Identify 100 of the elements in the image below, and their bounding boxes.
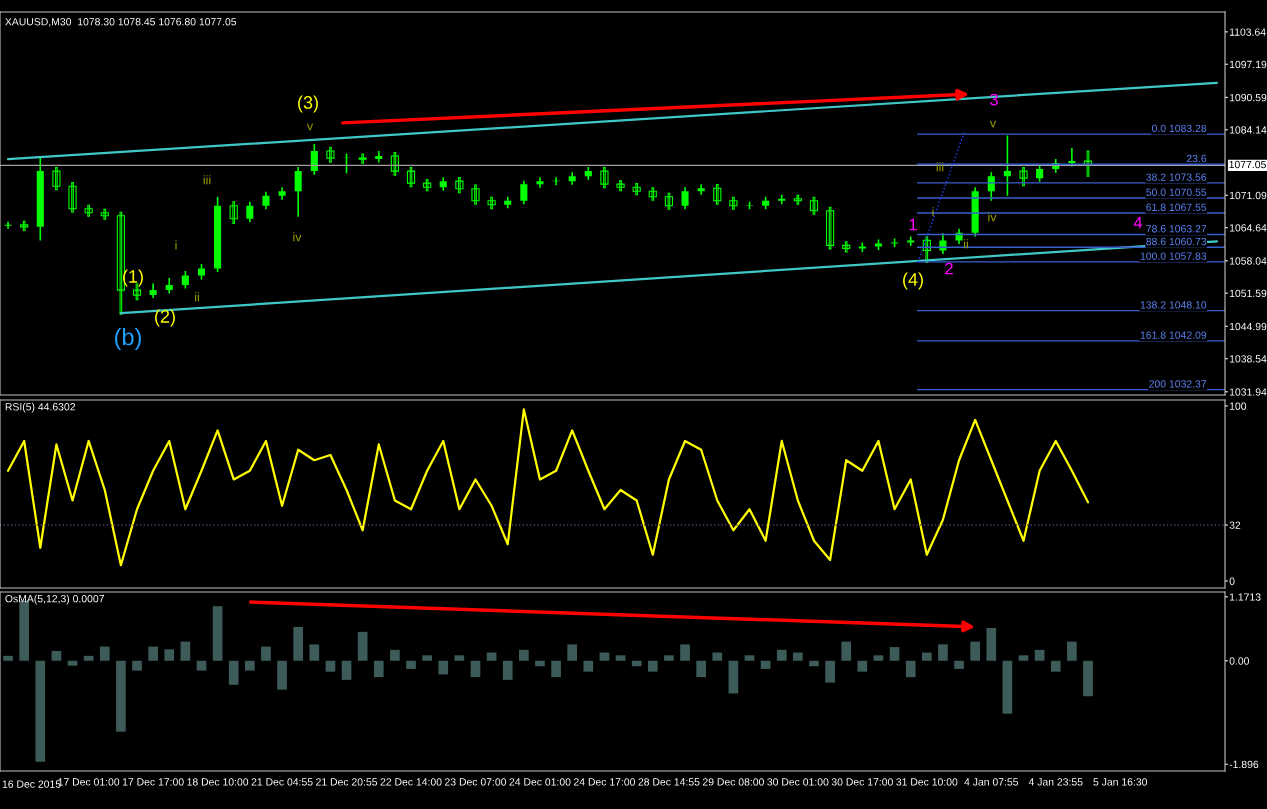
- bar: [696, 660, 706, 678]
- bar: [341, 660, 352, 680]
- annotation: (b): [115, 328, 141, 350]
- y-tick-label: 1038.54: [1229, 355, 1267, 363]
- x-tick-label: 21 Dec 04:55: [251, 778, 313, 786]
- bar: [67, 660, 78, 666]
- ref-line-label: 138.2 1048.10: [1140, 301, 1207, 309]
- bar: [825, 660, 835, 683]
- candlestick: [1019, 167, 1028, 187]
- bar: [422, 655, 432, 661]
- bar: [180, 641, 191, 661]
- annotation: (4): [903, 272, 923, 290]
- bar: [954, 660, 964, 669]
- bar: [551, 660, 561, 678]
- annotation: ii: [195, 292, 199, 302]
- bar: [519, 649, 529, 661]
- bar: [148, 646, 158, 661]
- x-tick-label: 31 Dec 10:00: [896, 778, 958, 786]
- bar: [390, 649, 400, 661]
- bar: [132, 660, 142, 671]
- y-tick-label: 1103.64: [1229, 28, 1266, 36]
- ref-line-label: 161.8 1042.09: [1140, 331, 1207, 339]
- ref-line-label: 200 1032.37: [1149, 380, 1207, 388]
- bar: [776, 649, 787, 661]
- x-tick-label: 30 Dec 01:00: [767, 778, 829, 786]
- bar: [51, 650, 62, 661]
- x-tick-label: 17 Dec 17:00: [122, 778, 184, 786]
- annotation: iv: [988, 212, 997, 222]
- annotation: ii: [964, 239, 968, 249]
- bar: [486, 652, 497, 661]
- candlestick: [552, 177, 560, 186]
- bar: [728, 660, 739, 694]
- y-tick-label: 32: [1229, 521, 1241, 529]
- candlestick: [616, 180, 625, 192]
- ref-line-label: 100.0 1057.83: [1140, 252, 1207, 260]
- bar: [664, 655, 674, 661]
- annotation: 2: [945, 262, 953, 275]
- candlestick: [697, 184, 705, 195]
- bar: [228, 660, 239, 685]
- x-tick-label: 21 Dec 20:55: [316, 778, 378, 786]
- y-tick-label: 1051.59: [1229, 289, 1267, 298]
- annotation: 1: [909, 218, 917, 231]
- x-tick-label: 4 Jan 07:55: [964, 778, 1019, 786]
- bar: [212, 606, 223, 661]
- bar: [809, 660, 819, 667]
- bar: [293, 626, 304, 661]
- candlestick: [278, 187, 286, 200]
- bar: [325, 660, 336, 672]
- ref-line-label: 38.2 1073.56: [1146, 173, 1207, 181]
- y-tick-label: 1071.09: [1229, 191, 1267, 200]
- y-tick-label: 0: [1229, 577, 1235, 585]
- bar: [1002, 660, 1013, 714]
- y-tick-label: 0.00: [1229, 657, 1250, 665]
- annotation: v: [306, 123, 314, 131]
- bar: [99, 646, 110, 661]
- candlestick: [842, 241, 851, 253]
- bar: [277, 660, 287, 690]
- bar: [615, 655, 626, 661]
- annotation: i: [932, 207, 934, 217]
- y-tick-label: 1097.19: [1229, 60, 1267, 69]
- ref-line-label: 50.0 1070.55: [1146, 188, 1207, 196]
- bar: [164, 649, 175, 661]
- bar: [406, 660, 416, 669]
- ref-line-label: 0.0 1083.28: [1152, 124, 1207, 133]
- bar: [841, 641, 852, 661]
- bar: [599, 652, 610, 661]
- bar: [889, 647, 900, 661]
- bar: [309, 644, 320, 661]
- y-tick-label: 1031.94: [1229, 388, 1267, 396]
- candlestick: [149, 283, 157, 299]
- bar: [921, 652, 932, 661]
- bar: [567, 644, 578, 661]
- bar: [873, 655, 884, 661]
- ref-line-label: 61.8 1067.55: [1146, 203, 1207, 211]
- annotation: iii: [203, 175, 211, 185]
- x-tick-label: 30 Dec 17:00: [831, 778, 893, 786]
- chart-title: OsMA(5,12,3) 0.0007: [5, 594, 104, 605]
- y-tick-label: -1.896: [1229, 760, 1259, 769]
- bar: [245, 660, 255, 671]
- annotation: iv: [293, 232, 302, 242]
- bar: [760, 660, 771, 669]
- bar: [357, 631, 368, 661]
- bar: [1083, 660, 1093, 697]
- bar: [83, 655, 94, 661]
- y-tick-label: 100: [1229, 402, 1247, 410]
- bar: [373, 660, 384, 678]
- bar: [857, 660, 868, 672]
- chart-title: RSI(5) 44.6302: [5, 402, 76, 413]
- bar: [196, 660, 207, 671]
- candlestick: [568, 172, 576, 185]
- candlestick: [165, 278, 173, 294]
- bar: [583, 660, 594, 672]
- y-tick-label: 1064.64: [1229, 224, 1267, 232]
- annotation: (3): [298, 95, 318, 113]
- ref-line-label: 88.6 1060.73: [1146, 237, 1207, 246]
- bar: [793, 652, 803, 661]
- bar: [535, 660, 545, 667]
- bar: [502, 660, 513, 680]
- y-tick-label: 1090.59: [1229, 93, 1267, 102]
- y-tick-label: 1044.99: [1229, 322, 1267, 331]
